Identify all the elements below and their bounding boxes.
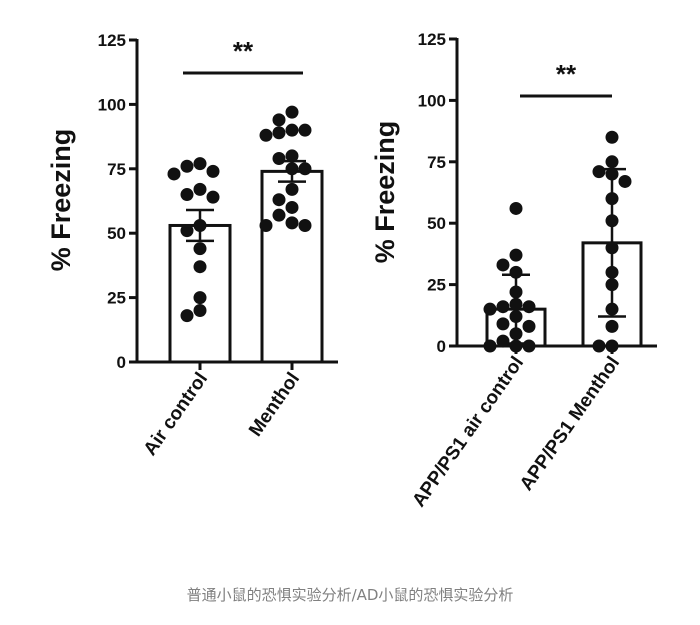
data-point	[285, 182, 299, 196]
y-tick-label: 100	[98, 95, 126, 114]
x-category-label: Air control	[140, 369, 212, 460]
x-category-label: APP/PS1 Menthol	[516, 353, 624, 495]
data-point	[509, 327, 523, 341]
data-point	[193, 291, 207, 305]
data-point	[180, 159, 194, 173]
data-point	[180, 224, 194, 238]
data-point	[272, 151, 286, 165]
data-point	[193, 218, 207, 232]
data-point	[272, 113, 286, 127]
data-point	[605, 339, 619, 353]
y-tick-label: 25	[107, 289, 126, 308]
data-point	[509, 339, 523, 353]
data-point	[167, 167, 181, 181]
x-category-label: APP/PS1 air control	[409, 353, 529, 511]
data-point	[605, 214, 619, 228]
y-tick-label: 0	[437, 337, 446, 356]
data-point	[285, 216, 299, 230]
data-point	[605, 241, 619, 255]
y-axis-label: % Freezing	[370, 121, 400, 264]
data-point	[259, 128, 273, 142]
data-point	[605, 130, 619, 144]
data-point	[285, 149, 299, 163]
data-point	[483, 339, 497, 353]
data-point	[618, 174, 632, 188]
data-point	[522, 319, 536, 333]
data-point	[509, 297, 523, 311]
data-point	[193, 303, 207, 317]
data-point	[509, 248, 523, 262]
data-point	[605, 319, 619, 333]
data-point	[193, 242, 207, 256]
chart-panel-normal-mice: 0 25 50 75 100 125 % Freezing Air control Mentho…	[46, 31, 338, 460]
data-point	[605, 155, 619, 169]
significance-marker: **	[233, 36, 254, 66]
data-point	[605, 265, 619, 279]
data-point	[522, 339, 536, 353]
data-point	[483, 302, 497, 316]
data-point	[206, 164, 220, 178]
data-point	[298, 123, 312, 137]
y-tick-label: 125	[98, 31, 126, 50]
y-tick-label: 50	[107, 224, 126, 243]
data-point	[605, 278, 619, 292]
significance-marker: **	[556, 59, 577, 89]
y-axis-label: % Freezing	[46, 129, 76, 272]
data-point	[496, 258, 510, 272]
data-point	[285, 200, 299, 214]
data-point	[605, 192, 619, 206]
data-point	[496, 300, 510, 314]
data-point	[285, 162, 299, 176]
data-point	[272, 193, 286, 207]
y-tick-label: 100	[418, 91, 446, 110]
y-tick-label: 25	[427, 276, 446, 295]
data-point	[509, 310, 523, 324]
x-category-label: Menthol	[245, 369, 304, 441]
y-tick-label: 125	[418, 30, 446, 49]
data-point	[193, 260, 207, 274]
data-point	[592, 339, 606, 353]
chart-panel-ad-mice: 0 25 50 75 100 125 % Freezing APP/PS1 air contr…	[370, 30, 657, 511]
data-point	[509, 285, 523, 299]
data-point	[180, 309, 194, 323]
figure-caption: 普通小鼠的恐惧实验分析/AD小鼠的恐惧实验分析	[186, 586, 514, 604]
data-point	[193, 182, 207, 196]
data-point	[496, 334, 510, 348]
data-point	[272, 126, 286, 140]
y-tick-label: 75	[107, 160, 126, 179]
data-point	[193, 157, 207, 171]
y-tick-label: 50	[427, 214, 446, 233]
data-point	[298, 162, 312, 176]
data-point	[496, 317, 510, 331]
data-point	[259, 218, 273, 232]
data-point	[285, 123, 299, 137]
y-tick-label: 0	[117, 353, 126, 372]
data-point	[509, 201, 523, 215]
data-point	[522, 300, 536, 314]
data-point	[180, 188, 194, 202]
data-point	[206, 190, 220, 204]
data-point	[605, 302, 619, 316]
data-point	[592, 165, 606, 179]
data-point	[272, 208, 286, 222]
data-point	[298, 218, 312, 232]
data-point	[509, 265, 523, 279]
data-point	[605, 167, 619, 181]
y-tick-label: 75	[427, 153, 446, 172]
data-point	[285, 105, 299, 119]
bar	[260, 169, 324, 364]
